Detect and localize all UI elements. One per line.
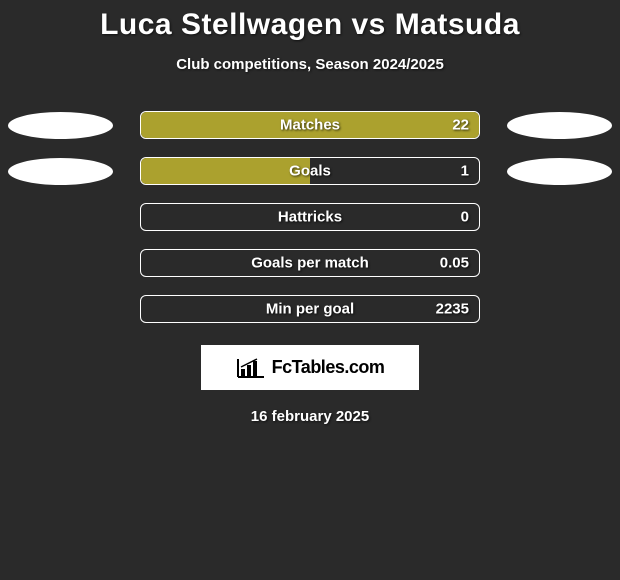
player-right-marker	[507, 158, 612, 185]
stat-row-goals-per-match: Goals per match 0.05	[0, 249, 620, 277]
report-date: 16 february 2025	[251, 408, 369, 425]
stat-label: Goals per match	[141, 255, 479, 272]
stats-block: Matches 22 Goals 1 Hattricks 0	[0, 111, 620, 323]
stat-bar: Hattricks 0	[140, 203, 480, 231]
stat-label: Min per goal	[141, 301, 479, 318]
stat-row-min-per-goal: Min per goal 2235	[0, 295, 620, 323]
page-subtitle: Club competitions, Season 2024/2025	[176, 56, 444, 73]
stat-bar: Min per goal 2235	[140, 295, 480, 323]
stat-label: Goals	[141, 163, 479, 180]
stat-value: 0.05	[440, 255, 469, 272]
brand-text: FcTables.com	[272, 357, 385, 378]
stat-value: 22	[452, 117, 469, 134]
player-left-marker	[8, 158, 113, 185]
stat-bar: Goals 1	[140, 157, 480, 185]
stat-value: 0	[461, 209, 469, 226]
stat-row-hattricks: Hattricks 0	[0, 203, 620, 231]
stat-label: Matches	[141, 117, 479, 134]
page-title: Luca Stellwagen vs Matsuda	[100, 8, 520, 42]
stat-bar: Goals per match 0.05	[140, 249, 480, 277]
stat-value: 1	[461, 163, 469, 180]
player-right-marker	[507, 112, 612, 139]
stat-label: Hattricks	[141, 209, 479, 226]
stat-bar: Matches 22	[140, 111, 480, 139]
stat-value: 2235	[436, 301, 469, 318]
brand-link[interactable]: FcTables.com	[201, 345, 419, 390]
comparison-card: Luca Stellwagen vs Matsuda Club competit…	[0, 0, 620, 425]
bar-chart-icon	[236, 357, 266, 379]
player-left-marker	[8, 112, 113, 139]
stat-row-goals: Goals 1	[0, 157, 620, 185]
stat-row-matches: Matches 22	[0, 111, 620, 139]
